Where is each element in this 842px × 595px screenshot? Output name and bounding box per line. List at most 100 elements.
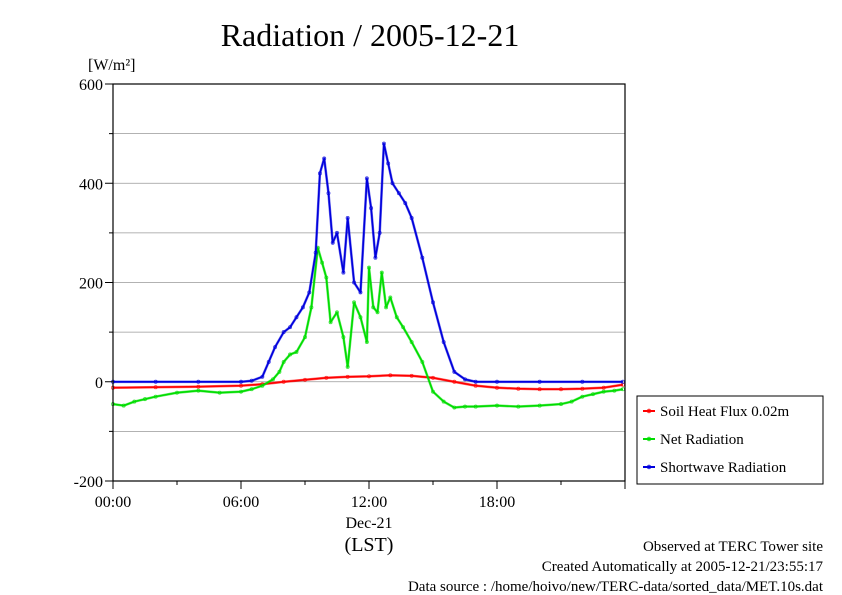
series-point-1 bbox=[320, 260, 325, 265]
footer-site: Observed at TERC Tower site bbox=[643, 539, 823, 555]
series-point-0 bbox=[345, 374, 350, 379]
y-tick-labels: -200 0 200 400 600 bbox=[74, 77, 103, 491]
x-axis-timezone: (LST) bbox=[345, 534, 394, 556]
series-point-1 bbox=[364, 340, 369, 344]
series-point-1 bbox=[217, 390, 222, 395]
series-point-1 bbox=[271, 377, 275, 382]
series-point-1 bbox=[239, 389, 243, 394]
series-point-1 bbox=[409, 340, 414, 344]
series-point-1 bbox=[452, 405, 457, 410]
series-point-1 bbox=[121, 403, 126, 408]
footer-source: Data source : /home/hoivo/new/TERC-data/… bbox=[408, 579, 824, 595]
series-point-1 bbox=[249, 387, 254, 392]
series-point-2 bbox=[313, 250, 318, 255]
series-point-1 bbox=[473, 404, 478, 409]
series-point-2 bbox=[352, 280, 357, 285]
series-point-1 bbox=[132, 399, 137, 404]
legend-label: Net Radiation bbox=[660, 432, 744, 448]
series-point-2 bbox=[345, 216, 350, 220]
y-tick-label: 400 bbox=[79, 176, 103, 193]
footer-created: Created Automatically at 2005-12-21/23:5… bbox=[542, 559, 824, 575]
series-point-2 bbox=[377, 230, 382, 235]
series-point-1 bbox=[388, 295, 393, 300]
series-point-2 bbox=[196, 379, 201, 384]
x-tick-label: 00:00 bbox=[95, 494, 131, 511]
series-point-1 bbox=[309, 305, 314, 310]
series-point-2 bbox=[452, 369, 457, 374]
series-point-1 bbox=[324, 275, 329, 280]
series-point-2 bbox=[153, 379, 158, 384]
series-point-1 bbox=[612, 388, 617, 393]
y-tick-label: 600 bbox=[79, 77, 103, 94]
series-point-2 bbox=[420, 255, 425, 260]
series-point-2 bbox=[580, 379, 585, 384]
series-point-1 bbox=[463, 404, 467, 409]
series-point-0 bbox=[431, 375, 435, 380]
axis-ticks bbox=[105, 83, 626, 489]
series-point-2 bbox=[364, 176, 369, 181]
legend-label: Shortwave Radiation bbox=[660, 460, 787, 476]
series-point-2 bbox=[373, 255, 378, 260]
series-point-2 bbox=[369, 206, 374, 211]
series-point-1 bbox=[288, 352, 293, 357]
series-point-2 bbox=[431, 300, 435, 305]
series-point-1 bbox=[420, 359, 425, 364]
x-tick-label: 06:00 bbox=[223, 494, 259, 511]
series-line-0 bbox=[112, 374, 624, 391]
series-point-1 bbox=[196, 388, 201, 393]
y-tick-label: -200 bbox=[74, 474, 103, 491]
series-point-1 bbox=[591, 392, 595, 397]
y-axis-unit: [W/m²] bbox=[88, 57, 135, 74]
series-point-2 bbox=[273, 345, 278, 349]
series-point-1 bbox=[379, 270, 384, 275]
series-point-1 bbox=[281, 359, 286, 364]
series-point-2 bbox=[281, 330, 286, 335]
series-point-2 bbox=[409, 216, 414, 220]
legend-marker bbox=[646, 464, 652, 470]
series-point-1 bbox=[367, 265, 371, 270]
series-point-1 bbox=[175, 390, 179, 395]
legend-marker bbox=[646, 436, 652, 442]
series-point-0 bbox=[559, 387, 563, 392]
x-tick-label: 18:00 bbox=[479, 494, 515, 511]
series-point-0 bbox=[367, 374, 371, 379]
series-point-2 bbox=[386, 161, 391, 166]
series-point-1 bbox=[441, 399, 446, 404]
series-point-2 bbox=[473, 379, 478, 384]
y-tick-label: 0 bbox=[95, 375, 103, 392]
series-point-2 bbox=[294, 315, 299, 320]
series-point-0 bbox=[239, 383, 243, 388]
legend-marker bbox=[646, 408, 652, 414]
series-point-2 bbox=[441, 340, 446, 344]
series-point-2 bbox=[335, 230, 339, 235]
series-point-0 bbox=[388, 373, 393, 378]
series-point-2 bbox=[330, 240, 335, 245]
legend: Soil Heat Flux 0.02m Net Radiation Shortwa… bbox=[636, 395, 824, 485]
x-tick-label: 12:00 bbox=[351, 494, 387, 511]
legend-label: Soil Heat Flux 0.02m bbox=[660, 404, 790, 420]
series-point-1 bbox=[495, 403, 499, 408]
series-point-2 bbox=[239, 379, 243, 384]
series-point-2 bbox=[390, 181, 395, 186]
series-point-0 bbox=[281, 379, 286, 384]
series-point-2 bbox=[463, 377, 467, 382]
series-point-1 bbox=[345, 364, 350, 369]
series-point-2 bbox=[322, 156, 327, 161]
series-point-1 bbox=[358, 315, 363, 320]
x-axis-date: Dec-21 bbox=[345, 515, 392, 532]
series-point-1 bbox=[394, 315, 399, 320]
series-point-1 bbox=[352, 300, 357, 305]
series-point-1 bbox=[328, 320, 333, 325]
series-point-2 bbox=[288, 325, 293, 330]
series-point-1 bbox=[375, 310, 380, 315]
series-point-1 bbox=[143, 397, 147, 402]
series-point-0 bbox=[303, 377, 307, 382]
series-point-2 bbox=[358, 290, 363, 295]
series-point-1 bbox=[277, 369, 282, 374]
y-tick-label: 200 bbox=[79, 276, 103, 293]
series-point-1 bbox=[153, 394, 158, 399]
series-point-1 bbox=[431, 389, 435, 394]
series-point-1 bbox=[341, 335, 346, 340]
series-point-0 bbox=[324, 375, 329, 380]
